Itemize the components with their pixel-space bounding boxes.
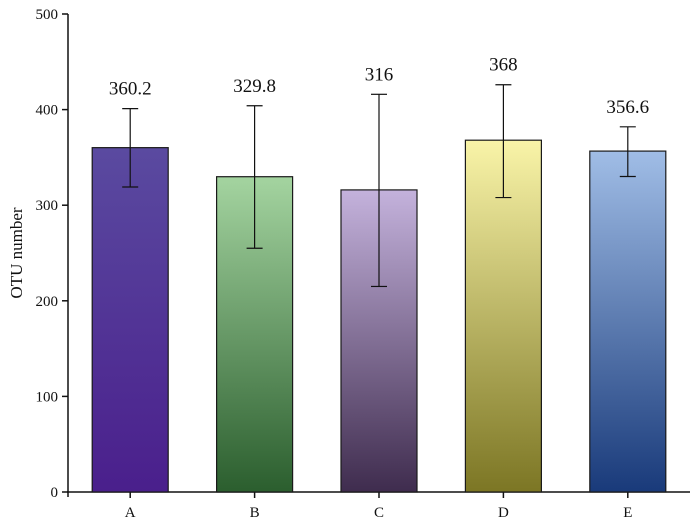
data-label-d: 368	[489, 55, 518, 76]
data-label-b: 329.8	[233, 76, 276, 97]
y-tick-label: 400	[36, 103, 59, 119]
y-tick-label: 300	[36, 198, 59, 214]
error-bars-group	[122, 84, 636, 288]
y-tick-label: 500	[36, 7, 59, 23]
bar-e	[589, 150, 667, 493]
y-tick-label: 0	[51, 485, 59, 501]
y-axis: 0 100 200 300 400 500	[36, 7, 69, 501]
x-axis: A B C D E	[67, 491, 690, 521]
bar-d	[464, 139, 542, 493]
y-tick-label: 100	[36, 389, 59, 405]
bar-a	[91, 147, 169, 493]
x-tick-label-c: C	[374, 505, 384, 521]
y-axis-title: OTU number	[7, 207, 26, 298]
x-tick-label-d: D	[498, 505, 509, 521]
data-label-e: 356.6	[606, 97, 649, 118]
y-tick-label: 200	[36, 294, 59, 310]
x-tick-label-e: E	[623, 505, 632, 521]
x-tick-label-b: B	[250, 505, 260, 521]
data-label-c: 316	[365, 64, 394, 85]
data-label-a: 360.2	[109, 79, 152, 100]
x-tick-label-a: A	[125, 505, 136, 521]
data-labels-group: 360.2 329.8 316 368 356.6	[109, 55, 649, 118]
